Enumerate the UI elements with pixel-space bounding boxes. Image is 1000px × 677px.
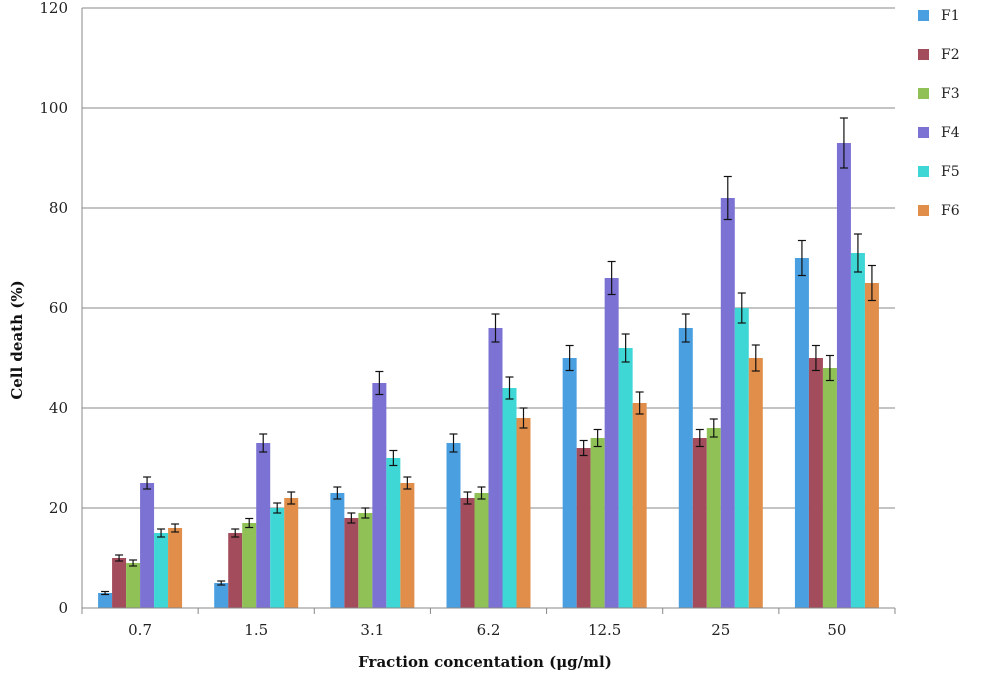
bars (98, 117, 879, 608)
bar-f4 (836, 143, 851, 608)
bar-f5 (850, 253, 865, 608)
x-tick-labels: 0.7 1.5 3.1 6.2 12.5 25 50 (128, 621, 846, 639)
bar-f1 (794, 258, 809, 608)
bar-f1 (214, 583, 229, 608)
bar-f3 (358, 513, 373, 608)
x-tick-label: 3.1 (360, 621, 384, 639)
bar-f6 (632, 403, 647, 608)
legend: F1 F2 F3 F4 F5 F6 (918, 8, 960, 219)
bar-f5 (386, 458, 401, 608)
y-tick-label: 120 (39, 0, 68, 17)
legend-swatch-f4 (918, 127, 929, 138)
bar-f6 (400, 483, 415, 608)
bar-f1 (98, 593, 113, 608)
bar-f2 (344, 518, 359, 608)
legend-swatch-f2 (918, 49, 929, 60)
legend-swatch-f3 (918, 88, 929, 99)
y-tick-label: 20 (49, 499, 68, 517)
y-tick-label: 60 (49, 299, 68, 317)
bar-f3 (242, 523, 257, 608)
bar-f2 (808, 358, 823, 608)
bar-f1 (330, 493, 345, 608)
bar-f2 (576, 448, 591, 608)
bar-f1 (678, 328, 693, 608)
bar-f5 (734, 308, 749, 608)
axes (81, 8, 895, 609)
legend-swatch-f5 (918, 166, 929, 177)
y-tick-label: 80 (49, 199, 68, 217)
bar-f2 (228, 533, 243, 608)
x-tick-label: 0.7 (128, 621, 152, 639)
x-tick-label: 6.2 (477, 621, 501, 639)
legend-label-f1: F1 (941, 8, 960, 24)
grid-lines (81, 7, 896, 614)
y-tick-label: 0 (58, 599, 68, 617)
bar-f1 (446, 443, 461, 608)
y-axis-title: Cell death (%) (8, 280, 26, 399)
bar-f4 (140, 483, 155, 608)
x-axis-title: Fraction concentation (μg/ml) (358, 653, 612, 671)
bar-f3 (590, 438, 605, 608)
bar-f5 (618, 348, 633, 608)
legend-label-f4: F4 (941, 125, 960, 141)
legend-label-f5: F5 (941, 164, 960, 180)
y-tick-labels: 0 20 40 60 80 100 120 (39, 0, 68, 617)
y-tick-label: 40 (49, 399, 68, 417)
bar-f6 (864, 283, 879, 608)
y-tick-label: 100 (39, 99, 68, 117)
bar-f4 (372, 383, 387, 608)
legend-swatch-f1 (918, 10, 929, 21)
x-tick-label: 12.5 (588, 621, 621, 639)
bar-f6 (284, 498, 299, 608)
bar-f6 (748, 358, 763, 608)
bar-f3 (822, 368, 837, 608)
bar-f3 (126, 563, 141, 608)
x-tick-label: 25 (711, 621, 730, 639)
x-tick-label: 50 (827, 621, 846, 639)
legend-label-f3: F3 (941, 86, 960, 102)
bar-f2 (692, 438, 707, 608)
bar-f4 (720, 198, 735, 608)
bar-f6 (516, 418, 531, 608)
bar-f4 (256, 443, 271, 608)
bar-f5 (270, 508, 285, 608)
bar-f2 (460, 498, 475, 608)
legend-label-f6: F6 (941, 203, 960, 219)
bar-f3 (706, 428, 721, 608)
bar-f1 (562, 358, 577, 608)
x-tick-label: 1.5 (244, 621, 268, 639)
legend-swatch-f6 (918, 205, 929, 216)
bar-f2 (112, 558, 127, 608)
bar-f3 (474, 493, 489, 608)
bar-f6 (168, 528, 183, 608)
bar-f5 (502, 388, 517, 608)
bar-f5 (154, 533, 169, 608)
legend-label-f2: F2 (941, 47, 960, 63)
bar-f4 (604, 278, 619, 608)
bar-f4 (488, 328, 503, 608)
